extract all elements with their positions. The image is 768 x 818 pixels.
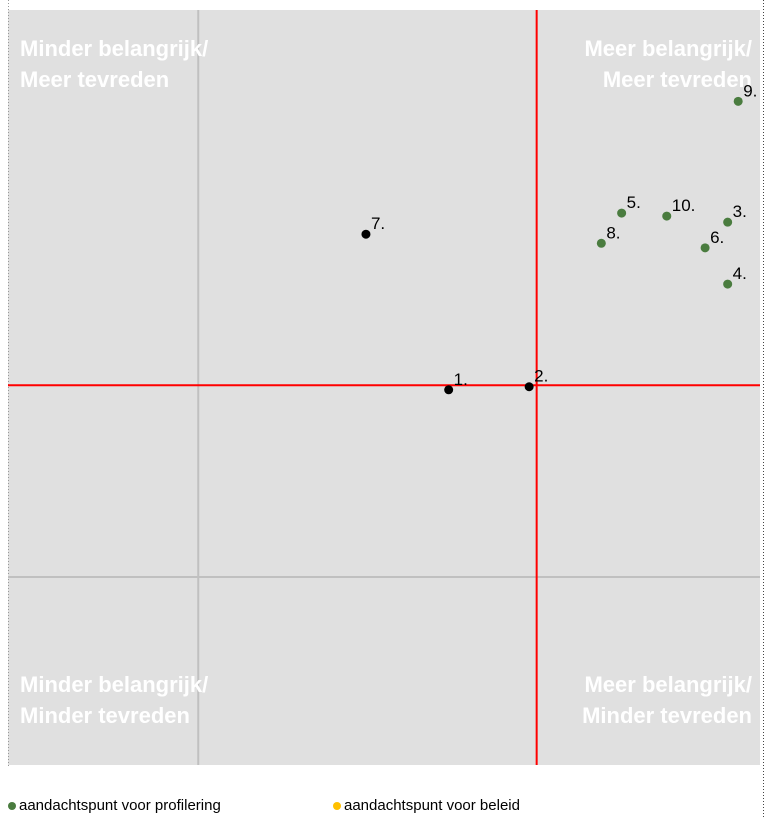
legend-marker xyxy=(333,802,341,810)
point xyxy=(361,229,371,239)
point-label: 1. xyxy=(454,370,468,389)
point xyxy=(524,382,534,392)
point xyxy=(723,279,733,289)
point xyxy=(723,217,733,227)
point-label: 5. xyxy=(627,193,641,212)
point-label: 4. xyxy=(733,264,747,283)
plot-area xyxy=(8,10,760,765)
quadrant-label: Meer belangrijk/ xyxy=(584,672,752,697)
point xyxy=(444,385,454,395)
legend-marker xyxy=(8,802,16,810)
quadrant-label: Meer tevreden xyxy=(20,67,169,92)
legend-label: aandachtspunt voor profilering xyxy=(19,797,221,814)
quadrant-label: Minder belangrijk/ xyxy=(20,36,208,61)
point xyxy=(733,96,743,106)
point xyxy=(596,238,606,248)
quadrant-label: Minder belangrijk/ xyxy=(20,672,208,697)
point xyxy=(662,211,672,221)
point-label: 9. xyxy=(743,81,757,100)
quadrant-label: Minder tevreden xyxy=(582,703,752,728)
point-label: 6. xyxy=(710,228,724,247)
point-label: 2. xyxy=(534,367,548,386)
quadrant-label: Meer belangrijk/ xyxy=(584,36,752,61)
point-label: 10. xyxy=(672,196,696,215)
point-label: 8. xyxy=(606,223,620,242)
point-label: 7. xyxy=(371,214,385,233)
point xyxy=(617,208,627,218)
point xyxy=(700,243,710,253)
legend-label: aandachtspunt voor beleid xyxy=(344,797,520,814)
quadrant-label: Minder tevreden xyxy=(20,703,190,728)
quadrant-label: Meer tevreden xyxy=(603,67,752,92)
point-label: 3. xyxy=(733,202,747,221)
